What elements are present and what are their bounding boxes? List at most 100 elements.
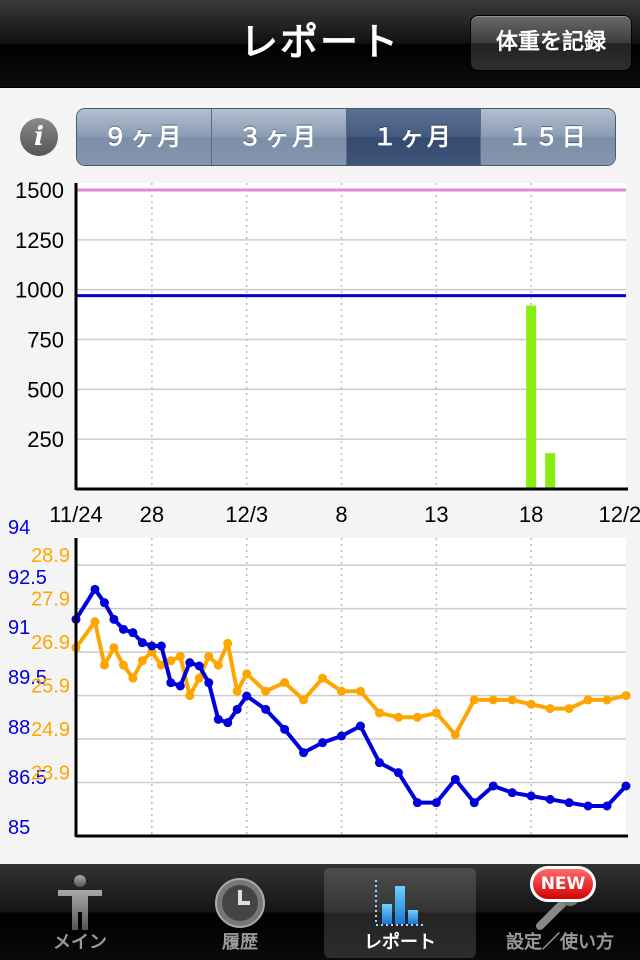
segment-1-month[interactable]: １ヶ月 [346, 109, 482, 165]
bodyfat-point [118, 660, 128, 670]
report-charts: 1500 1250 1000 750 500 250 11/24 28 12/3 8 13 18 12/… [8, 178, 640, 839]
weight-point [109, 614, 119, 624]
bodyfat-point [166, 656, 176, 666]
bar-chart-ytick: 1500 [15, 178, 64, 203]
line-chart-plot-area [76, 538, 626, 836]
period-segmented-control: ９ヶ月 ３ヶ月 １ヶ月 １５日 [76, 108, 616, 166]
weight-point [280, 724, 290, 734]
weight-point [374, 758, 384, 768]
bodyfat-point [242, 669, 252, 679]
weight-point [90, 584, 100, 594]
weight-point [156, 641, 166, 651]
weight-point [355, 721, 365, 731]
bodyfat-point [185, 691, 195, 701]
segment-3-months[interactable]: ３ヶ月 [211, 109, 347, 165]
navigation-bar: レポート 体重を記録 [0, 0, 640, 88]
weight-point [337, 731, 347, 741]
bodyfat-point [450, 730, 460, 740]
person-icon [55, 874, 105, 936]
bodyfat-axis-tick: 26.9 [31, 632, 70, 654]
bar-chart-ytick: 500 [27, 377, 64, 402]
bar-chart-ytick: 1250 [15, 228, 64, 253]
bodyfat-point [545, 704, 555, 714]
weight-point [194, 661, 204, 671]
period-selector-area: i ９ヶ月 ３ヶ月 １ヶ月 １５日 [0, 90, 640, 180]
weight-point [204, 678, 214, 688]
tab-history-label: 履歴 [222, 932, 258, 953]
tab-main[interactable]: メイン [0, 864, 160, 960]
x-axis-date-label: 8 [335, 502, 347, 527]
bodyfat-point [175, 651, 185, 661]
weight-axis-tick: 85 [8, 817, 30, 839]
bar-chart-icon [372, 874, 428, 936]
weight-point [450, 774, 460, 784]
bodyfat-point [526, 699, 536, 709]
page-title: レポート [239, 20, 400, 64]
weight-point [185, 658, 195, 668]
weight-point [261, 704, 271, 714]
bodyfat-axis-tick: 28.9 [31, 545, 70, 567]
bodyfat-point [280, 678, 290, 688]
weight-axis-tick: 89.5 [8, 667, 47, 689]
weight-point [232, 704, 242, 714]
bodyfat-point [223, 638, 233, 648]
weight-point [488, 781, 498, 791]
bodyfat-point [469, 695, 479, 705]
weight-point [166, 678, 176, 688]
bar-chart-plot-area [76, 183, 626, 489]
tab-history[interactable]: 履歴 [160, 864, 320, 960]
bodyfat-point [355, 686, 365, 696]
weight-point [137, 638, 147, 648]
weight-point [128, 628, 138, 638]
weight-axis-tick: 88 [8, 717, 30, 739]
bodyfat-point [109, 643, 119, 653]
weight-point [431, 798, 441, 808]
weight-axis-tick: 91 [8, 617, 30, 639]
weight-point [175, 681, 185, 691]
bodyfat-point [337, 686, 347, 696]
weight-axis-tick: 92.5 [8, 567, 47, 589]
weight-point [223, 718, 233, 728]
bodyfat-point [156, 660, 166, 670]
bodyfat-point [137, 656, 147, 666]
weight-point [147, 641, 157, 651]
bodyfat-point [90, 617, 100, 627]
bar-chart-ytick: 250 [27, 427, 64, 452]
bodyfat-point [621, 691, 631, 701]
segment-15-days[interactable]: １５日 [481, 109, 615, 165]
weight-point [99, 598, 109, 608]
bodyfat-point [213, 660, 223, 670]
weight-axis-tick: 94 [8, 517, 30, 539]
weight-point [526, 791, 536, 801]
bodyfat-point [194, 673, 204, 683]
bodyfat-point [507, 695, 517, 705]
tab-main-label: メイン [53, 932, 107, 953]
record-weight-button[interactable]: 体重を記録 [470, 15, 632, 71]
weight-point [393, 768, 403, 778]
weight-point [621, 781, 631, 791]
weight-point [213, 714, 223, 724]
weight-point [583, 801, 593, 811]
bodyfat-point [431, 708, 441, 718]
weight-point [602, 801, 612, 811]
bodyfat-point [412, 712, 422, 722]
bodyfat-point [583, 695, 593, 705]
bodyfat-point [299, 695, 309, 705]
bar-chart-bar [526, 305, 537, 489]
info-icon[interactable]: i [20, 118, 58, 156]
tab-report[interactable]: レポート [320, 864, 480, 960]
bodyfat-axis-tick: 24.9 [31, 719, 70, 741]
bar-chart-bar [545, 453, 556, 489]
x-axis-date-label: 13 [424, 502, 448, 527]
bodyfat-axis-tick: 27.9 [31, 589, 70, 611]
weight-point [299, 748, 309, 758]
bar-chart-ytick: 750 [27, 328, 64, 353]
tab-report-label: レポート [364, 932, 436, 953]
segment-9-months[interactable]: ９ヶ月 [77, 109, 212, 165]
tab-settings[interactable]: NEW 設定／使い方 [480, 864, 640, 960]
x-axis-date-label: 18 [519, 502, 543, 527]
bodyfat-point [318, 673, 328, 683]
clock-icon [212, 874, 268, 936]
bodyfat-axis-tick: 23.9 [31, 763, 70, 785]
weight-point [545, 794, 555, 804]
